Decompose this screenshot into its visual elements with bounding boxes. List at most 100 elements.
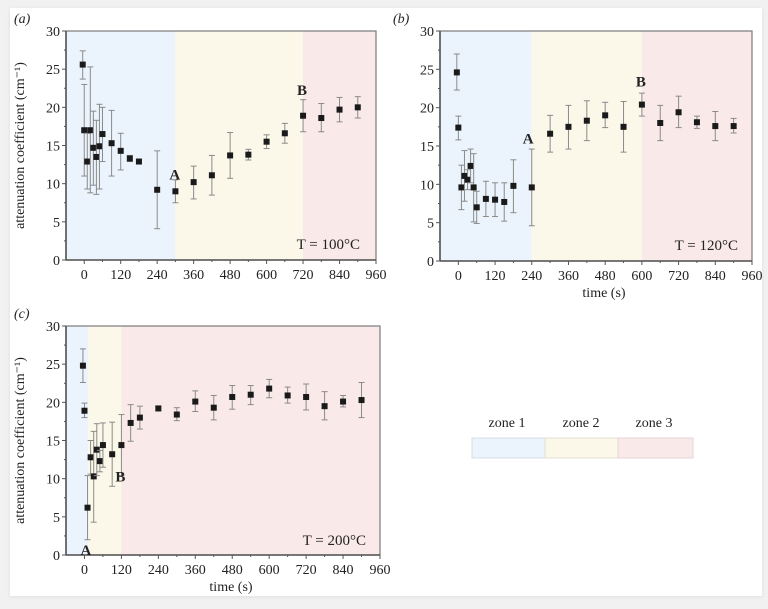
data-marker [79,61,86,68]
x-tick-label: 480 [222,563,243,578]
x-tick-label: 720 [668,269,689,284]
data-marker [229,393,236,400]
data-marker [90,473,97,480]
data-point [321,391,328,421]
data-point [712,111,719,142]
data-marker [109,451,116,458]
data-marker [155,405,162,412]
y-tick-label: 0 [53,549,60,564]
data-marker [321,403,328,410]
data-point [528,148,535,227]
x-tick-label: 960 [366,268,387,283]
legend-label-zone-3: zone 3 [636,416,673,431]
zone-band-1 [440,31,532,261]
x-tick-label: 0 [455,269,462,284]
x-tick-label: 0 [81,563,88,578]
temperature-annotation: T = 120°C [675,238,738,254]
data-marker [461,172,468,179]
y-tick-label: 10 [46,473,60,488]
y-tick-label: 25 [420,63,434,78]
data-point [192,390,199,412]
y-tick-label: 30 [46,25,60,40]
x-tick-label: 360 [185,563,206,578]
x-tick-label: 720 [293,268,314,283]
data-point [109,421,116,487]
zone-band-3 [303,31,376,260]
data-marker [227,152,234,159]
data-point [620,101,627,153]
data-point [266,378,273,399]
data-point [173,407,180,422]
data-point [118,414,125,477]
data-marker [208,172,215,179]
zone-band-1 [66,326,89,555]
data-marker [135,158,142,165]
data-marker [87,127,94,134]
data-point [172,179,179,204]
panel-label: (c) [14,307,30,322]
data-marker [127,419,134,426]
y-tick-label: 20 [46,396,60,411]
x-tick-label: 120 [111,563,132,578]
zone-band-2 [175,31,304,260]
data-point [358,381,365,419]
panel-c: 0 5 10 15 20 25 30 0 120 240 360 480 600 720 840 960 (c)… [13,307,391,595]
y-tick-label: 30 [420,25,434,40]
temperature-annotation: T = 100°C [297,237,360,253]
legend-swatch-zone-2 [544,437,619,459]
data-marker [84,158,91,165]
data-marker [173,411,180,418]
data-point [87,66,94,194]
data-point [602,101,609,129]
data-marker [547,130,554,137]
data-point [458,164,465,211]
data-marker [79,362,86,369]
data-point [675,95,682,129]
data-point [657,104,664,142]
data-point [87,440,94,475]
data-point [482,180,489,218]
data-point [467,148,474,184]
x-tick-label: 960 [370,563,391,578]
data-point [470,153,477,223]
data-point [501,182,508,222]
x-tick-label: 840 [333,563,354,578]
data-point [90,430,97,523]
legend-swatch-zone-3 [617,437,694,459]
x-tick-label: 0 [81,268,88,283]
data-point [284,386,291,404]
x-tick-label: 240 [521,269,542,284]
data-marker [108,140,115,147]
zone-band-3 [121,326,380,555]
y-tick-label: 30 [46,320,60,335]
data-point [583,100,590,142]
data-point [127,404,134,442]
data-marker [602,112,609,119]
data-marker [318,115,325,122]
y-tick-label: 10 [46,178,60,193]
y-tick-label: 5 [53,511,60,526]
data-point [492,182,499,218]
data-marker [96,458,103,465]
data-marker [96,143,103,150]
data-marker [210,404,217,411]
data-point [93,423,100,477]
data-marker [81,127,88,134]
data-point [126,154,133,163]
data-point [336,96,343,123]
data-marker [303,393,310,400]
data-marker [336,106,343,113]
data-marker [84,504,91,511]
data-marker [266,385,273,392]
data-point [565,104,572,150]
x-tick-label: 240 [147,268,168,283]
data-marker [473,204,480,211]
data-marker [263,138,270,145]
data-marker [453,69,460,76]
y-axis-title: attenuation coefficient (cm⁻¹) [13,62,28,229]
data-point [247,385,254,406]
data-point [84,132,91,190]
zone-band-2 [531,31,642,261]
data-point [99,422,106,468]
data-marker [712,123,719,130]
